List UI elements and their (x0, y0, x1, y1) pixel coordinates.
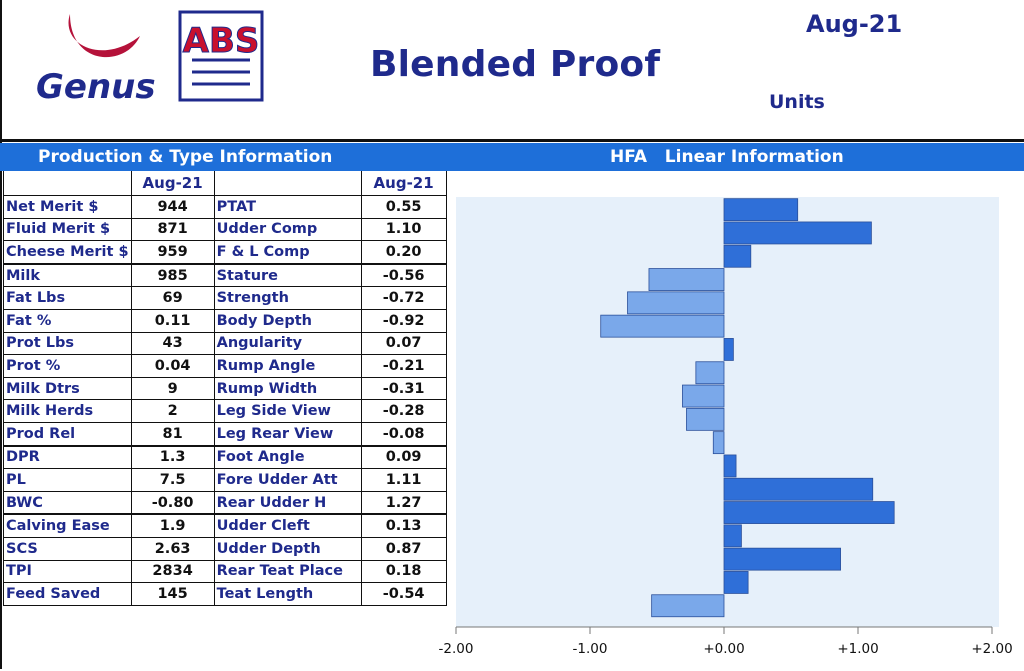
abs-wordmark: ABS (183, 21, 260, 61)
type-trait-value: 1.27 (360, 490, 447, 516)
production-value: 81 (130, 421, 215, 447)
table-row: Fluid Merit $871 Udder Comp 1.10 (3, 217, 447, 242)
table-row: PL 7.5 Fore Udder Att 1.11 (3, 468, 447, 492)
production-value: 1.9 (130, 513, 215, 538)
proof-table: Aug-21 Aug-21 Net Merit $944 PTAT 0.55 Flui… (3, 171, 447, 606)
linear-section-title: HFA Linear Information (610, 147, 844, 167)
table-row: Prod Rel 81 Leg Rear View -0.08 (3, 421, 447, 447)
genus-wordmark: Genus (36, 67, 156, 106)
production-section-title: Production & Type Information (38, 147, 333, 167)
units-label: Units (769, 91, 825, 113)
type-trait-label: F & L Comp (213, 240, 362, 265)
section-header-bar: Production & Type Information HFA Linear… (0, 143, 1024, 171)
production-value: 145 (130, 582, 215, 606)
table-row: Milk Dtrs 9 Rump Width -0.31 (3, 376, 447, 401)
x-tick-label: -2.00 (439, 641, 474, 657)
bar-rear-udder-h (723, 501, 895, 524)
bar-rump-angle (695, 361, 725, 385)
type-trait-label: Udder Comp (213, 217, 362, 242)
bar-udder-comp (723, 221, 872, 245)
production-value: -0.80 (130, 490, 215, 516)
table-row: BWC -0.80 Rear Udder H 1.27 (3, 490, 447, 516)
bar-strength (627, 291, 725, 315)
type-trait-label: Rump Width (213, 376, 362, 401)
bar-f-l-comp (723, 244, 752, 268)
table-row: SCS 2.63 Udder Depth 0.87 (3, 536, 447, 561)
bar-body-depth (600, 314, 725, 338)
type-trait-value: 1.10 (360, 217, 447, 242)
type-trait-label: Strength (213, 286, 362, 310)
col-header-type: Aug-21 (360, 171, 447, 196)
type-trait-value: -0.54 (360, 582, 447, 606)
abs-logo: ABS (178, 10, 264, 102)
bar-fore-udder-att (723, 477, 874, 501)
type-trait-label: Leg Rear View (213, 421, 362, 447)
type-trait-label: Rear Udder H (213, 490, 362, 516)
type-trait-label: Udder Depth (213, 536, 362, 561)
production-label: Prot Lbs (3, 331, 132, 356)
type-trait-label: Fore Udder Att (213, 468, 362, 492)
proof-date: Aug-21 (806, 10, 903, 38)
production-value: 69 (130, 286, 215, 310)
production-label: Fat Lbs (3, 286, 132, 310)
bar-stature (648, 268, 725, 291)
bar-angularity (723, 338, 734, 361)
table-row: DPR 1.3 Foot Angle 0.09 (3, 445, 447, 470)
production-value: 0.04 (130, 354, 215, 378)
genus-logo: Genus (36, 14, 156, 106)
table-row: Cheese Merit $959 F & L Comp 0.20 (3, 240, 447, 265)
bar-udder-depth (723, 547, 841, 571)
type-trait-value: 0.20 (360, 240, 447, 265)
production-label: Calving Ease (3, 513, 132, 538)
table-row: Fat Lbs 69 Strength -0.72 (3, 286, 447, 310)
bar-rump-width (682, 384, 725, 408)
type-trait-value: 1.11 (360, 468, 447, 492)
x-tick-label: +2.00 (971, 641, 1012, 657)
bar-leg-side-view (686, 407, 725, 431)
table-row: Net Merit $944 PTAT 0.55 (3, 195, 447, 219)
type-trait-value: -0.56 (360, 263, 447, 288)
type-trait-value: 0.09 (360, 445, 447, 470)
type-trait-value: -0.08 (360, 421, 447, 447)
production-value: 985 (130, 263, 215, 288)
production-label: Milk Herds (3, 399, 132, 423)
bar-leg-rear-view (712, 431, 725, 455)
bar-foot-angle (723, 454, 737, 478)
type-trait-label: Foot Angle (213, 445, 362, 470)
bar-ptat (723, 198, 799, 222)
table-row: Milk 985 Stature -0.56 (3, 263, 447, 288)
production-value: 1.3 (130, 445, 215, 470)
type-trait-value: -0.92 (360, 308, 447, 333)
type-trait-label: Body Depth (213, 308, 362, 333)
production-label: SCS (3, 536, 132, 561)
bar-udder-cleft (723, 524, 742, 548)
production-label: Feed Saved (3, 582, 132, 606)
production-value: 959 (130, 240, 215, 265)
production-label: Milk (3, 263, 132, 288)
table-row: Milk Herds 2 Leg Side View -0.28 (3, 399, 447, 423)
x-tick-label: +1.00 (837, 641, 878, 657)
x-tick-label: +0.00 (703, 641, 744, 657)
bar-rear-teat-place (723, 571, 749, 594)
table-row: Calving Ease 1.9 Udder Cleft 0.13 (3, 513, 447, 538)
bar-teat-length (651, 594, 725, 618)
type-trait-value: 0.13 (360, 513, 447, 538)
type-trait-label: Stature (213, 263, 362, 288)
table-row: Fat % 0.11 Body Depth -0.92 (3, 308, 447, 333)
type-trait-value: 0.55 (360, 195, 447, 219)
type-trait-label: Udder Cleft (213, 513, 362, 538)
production-label: BWC (3, 490, 132, 516)
table-row: Feed Saved 145 Teat Length -0.54 (3, 582, 447, 606)
type-trait-label: Teat Length (213, 582, 362, 606)
production-label: Net Merit $ (3, 195, 132, 219)
production-label: Prod Rel (3, 421, 132, 447)
x-tick-label: -1.00 (573, 641, 608, 657)
production-label: Cheese Merit $ (3, 240, 132, 265)
page-title: Blended Proof (370, 44, 661, 85)
header-divider (0, 139, 1024, 142)
type-trait-label: Leg Side View (213, 399, 362, 423)
